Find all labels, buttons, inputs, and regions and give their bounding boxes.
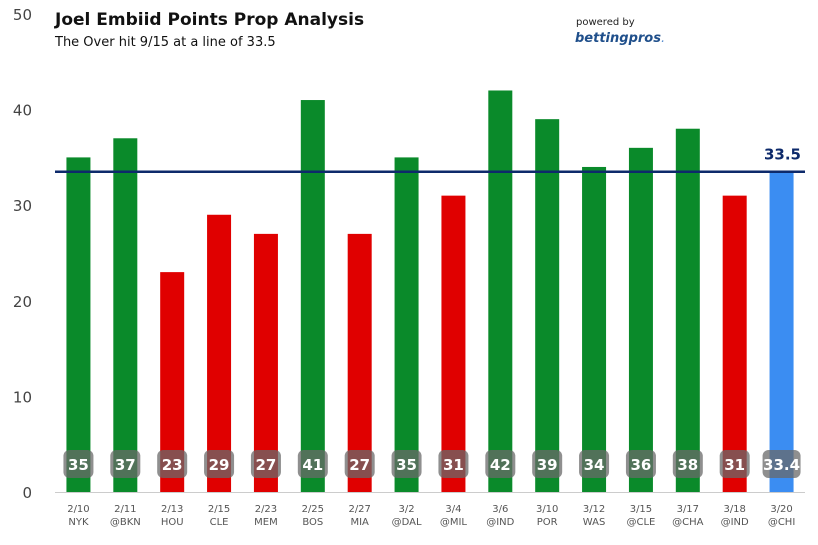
data-label-bg <box>110 450 141 478</box>
data-label-bg <box>391 450 422 478</box>
bar <box>722 195 747 492</box>
data-label-bg <box>63 450 94 478</box>
x-tick-opponent: @IND <box>721 517 749 528</box>
x-tick-opponent: BOS <box>302 517 323 528</box>
x-tick-date: 3/6 <box>492 504 508 515</box>
bettingpros-logo: bettingpros. <box>575 31 665 46</box>
x-tick-date: 2/27 <box>348 504 370 515</box>
x-tick-date: 2/10 <box>67 504 89 515</box>
bar <box>394 157 419 492</box>
data-label: 27 <box>256 456 277 474</box>
x-tick-opponent: NYK <box>68 517 89 528</box>
x-tick-opponent: MEM <box>254 517 278 528</box>
x-tick-date: 3/15 <box>630 504 652 515</box>
brand-suffix: . <box>660 31 666 46</box>
data-label-bg <box>719 450 750 478</box>
data-label: 39 <box>537 456 558 474</box>
x-tick-opponent: @CLE <box>627 517 656 528</box>
bar <box>769 172 794 493</box>
bar <box>300 100 325 492</box>
x-tick-opponent: HOU <box>161 517 184 528</box>
data-label: 31 <box>443 456 464 474</box>
y-tick-label: 20 <box>13 293 32 311</box>
data-label: 42 <box>490 456 511 474</box>
x-tick-opponent: CLE <box>210 517 229 528</box>
x-tick-opponent: @CHI <box>768 517 795 528</box>
x-tick-date: 3/2 <box>399 504 415 515</box>
data-label-bg <box>485 450 516 478</box>
bar <box>441 195 466 492</box>
x-tick-opponent: @DAL <box>392 517 422 528</box>
data-label: 35 <box>68 456 89 474</box>
chart-title: Joel Embiid Points Prop Analysis <box>55 10 365 30</box>
data-label-bg <box>344 450 375 478</box>
bar <box>582 166 607 492</box>
data-label: 23 <box>162 456 183 474</box>
x-tick-date: 3/20 <box>770 504 792 515</box>
data-label-bg <box>625 450 656 478</box>
chart-subtitle: The Over hit 9/15 at a line of 33.5 <box>55 35 276 50</box>
y-tick-label: 40 <box>13 102 32 120</box>
bar <box>675 128 700 492</box>
x-tick-date: 2/23 <box>255 504 277 515</box>
bar <box>347 233 372 492</box>
x-tick-opponent: MIA <box>350 517 369 528</box>
x-tick-date: 2/13 <box>161 504 183 515</box>
data-label-bg <box>532 450 563 478</box>
x-tick-opponent: @MIL <box>440 517 468 528</box>
bar <box>113 138 138 492</box>
x-tick-opponent: @BKN <box>110 517 141 528</box>
x-tick-date: 2/11 <box>114 504 136 515</box>
bar <box>628 147 653 492</box>
bar <box>207 214 232 492</box>
y-tick-label: 30 <box>13 197 32 215</box>
data-label: 36 <box>631 456 652 474</box>
data-label-bg <box>297 450 328 478</box>
data-label: 41 <box>302 456 323 474</box>
prop-line-label: 33.5 <box>764 146 801 164</box>
x-tick-date: 2/25 <box>302 504 324 515</box>
data-label-bg <box>672 450 703 478</box>
data-label: 27 <box>349 456 370 474</box>
data-label: 37 <box>115 456 136 474</box>
bar <box>253 233 278 492</box>
y-tick-label: 10 <box>13 388 32 406</box>
data-label-bg <box>438 450 469 478</box>
bar <box>488 90 513 492</box>
x-tick-opponent: @CHA <box>672 517 704 528</box>
powered-by-text: powered by <box>576 17 635 28</box>
data-label-bg <box>250 450 281 478</box>
data-label: 33.4 <box>763 456 800 474</box>
data-label: 31 <box>724 456 745 474</box>
x-tick-date: 3/4 <box>445 504 461 515</box>
brand-name: bettingpros <box>575 31 661 46</box>
data-label-bg <box>204 450 235 478</box>
data-label: 38 <box>677 456 698 474</box>
bar <box>66 157 91 492</box>
x-tick-date: 3/18 <box>723 504 745 515</box>
x-tick-date: 3/12 <box>583 504 605 515</box>
data-label: 29 <box>209 456 230 474</box>
data-label: 34 <box>584 456 605 474</box>
x-tick-date: 2/15 <box>208 504 230 515</box>
data-label: 35 <box>396 456 417 474</box>
data-label-bg <box>579 450 610 478</box>
data-label-bg <box>157 450 188 478</box>
x-tick-opponent: WAS <box>583 517 606 528</box>
bar <box>535 119 560 492</box>
data-label-bg <box>762 450 801 478</box>
x-tick-opponent: POR <box>537 517 558 528</box>
y-tick-label: 0 <box>22 484 32 502</box>
x-tick-date: 3/17 <box>677 504 699 515</box>
y-tick-label: 50 <box>13 6 32 24</box>
x-tick-date: 3/10 <box>536 504 558 515</box>
x-tick-opponent: @IND <box>486 517 514 528</box>
